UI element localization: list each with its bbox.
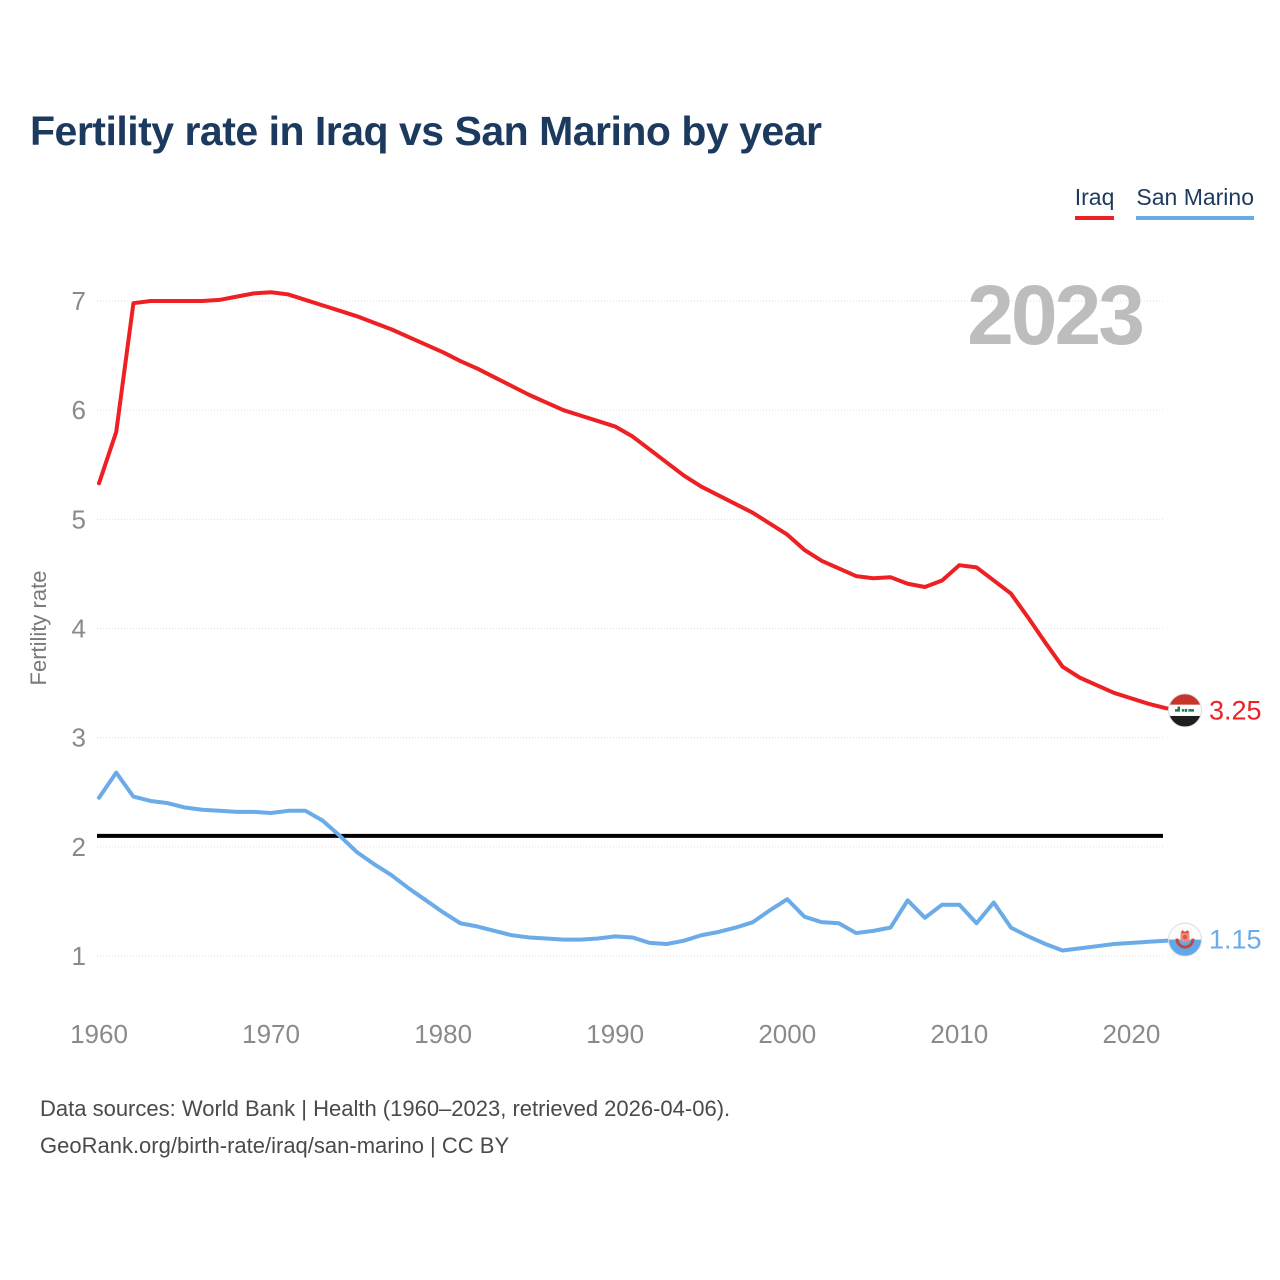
x-tick-1990: 1990 — [586, 1019, 644, 1049]
x-tick-2010: 2010 — [930, 1019, 988, 1049]
y-tick-2: 2 — [72, 832, 86, 862]
san-marino-end-value: 1.15 — [1209, 925, 1262, 955]
x-tick-1970: 1970 — [242, 1019, 300, 1049]
iraq-end-value: 3.25 — [1209, 695, 1262, 725]
x-tick-1960: 1960 — [70, 1019, 128, 1049]
chart-title: Fertility rate in Iraq vs San Marino by … — [30, 108, 822, 154]
legend-item-iraq[interactable]: Iraq — [1074, 184, 1115, 220]
y-tick-4: 4 — [72, 613, 86, 643]
source-url-line: GeoRank.org/birth-rate/iraq/san-marino |… — [40, 1133, 510, 1158]
legend-item-san-marino[interactable]: San Marino — [1136, 184, 1254, 220]
y-tick-3: 3 — [72, 723, 86, 753]
legend: Iraq San Marino — [1074, 184, 1254, 220]
y-tick-6: 6 — [72, 395, 86, 425]
x-tick-1980: 1980 — [414, 1019, 472, 1049]
san-marino-line[interactable] — [97, 770, 1185, 953]
san-marino-flag-icon — [1168, 922, 1202, 957]
data-sources-line: Data sources: World Bank | Health (1960–… — [40, 1096, 731, 1121]
x-tick-2000: 2000 — [758, 1019, 816, 1049]
x-tick-2020: 2020 — [1102, 1019, 1160, 1049]
year-watermark: 2023 — [967, 268, 1142, 362]
y-tick-7: 7 — [72, 286, 86, 316]
attribution: Data sources: World Bank | Health (1960–… — [40, 1090, 730, 1164]
y-tick-1: 1 — [72, 941, 86, 971]
gridlines — [97, 300, 1163, 957]
y-tick-5: 5 — [72, 504, 86, 534]
iraq-line[interactable] — [97, 290, 1185, 713]
data-series — [97, 290, 1185, 953]
y-tick-labels: 1 2 3 4 5 6 7 — [72, 286, 86, 971]
y-axis-title: Fertility rate — [26, 571, 51, 686]
iraq-flag-icon — [1168, 693, 1202, 728]
x-tick-labels: 1960 1970 1980 1990 2000 2010 2020 — [70, 1019, 1160, 1049]
